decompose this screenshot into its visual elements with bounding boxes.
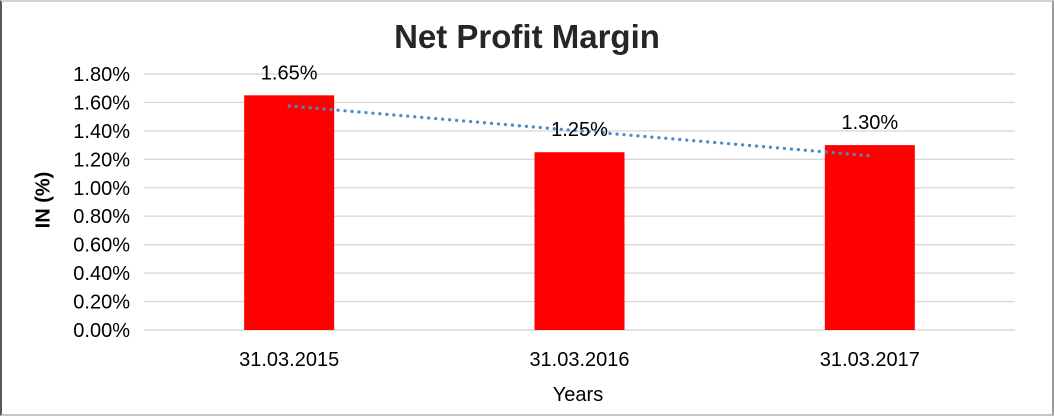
x-tick-label: 31.03.2017 (820, 349, 920, 371)
y-tick-label: 0.40% (73, 263, 130, 285)
chart-title: Net Profit Margin (394, 18, 660, 55)
trendline (287, 104, 872, 158)
y-tick-label: 1.60% (73, 92, 130, 114)
y-tick-label: 1.20% (73, 149, 130, 171)
bar (534, 152, 625, 330)
y-tick-label: 0.80% (73, 206, 130, 228)
data-label: 1.25% (551, 119, 608, 141)
x-axis-title: Years (552, 384, 604, 406)
y-tick-label: 1.00% (73, 178, 130, 200)
y-tick-label: 0.00% (73, 320, 130, 342)
data-label: 1.65% (261, 62, 318, 84)
x-tick-label: 31.03.2015 (239, 349, 339, 371)
bar (244, 95, 335, 330)
bar (824, 145, 915, 330)
x-tick-label: 31.03.2016 (529, 349, 629, 371)
y-tick-label: 1.80% (73, 64, 130, 86)
y-tick-label: 0.20% (73, 292, 130, 314)
y-tick-label: 0.60% (73, 235, 130, 257)
y-tick-label: 1.40% (73, 121, 130, 143)
data-label: 1.30% (841, 112, 898, 134)
